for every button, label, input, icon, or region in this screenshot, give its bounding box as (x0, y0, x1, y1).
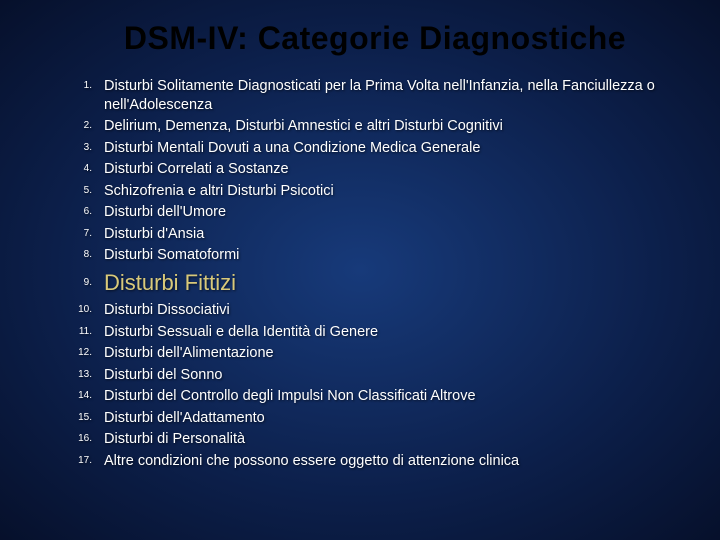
list-item: Disturbi Somatoformi (90, 246, 680, 265)
slide-title: DSM-IV: Categorie Diagnostiche (40, 20, 680, 57)
list-item: Disturbi dell'Adattamento (90, 409, 680, 428)
list-item: Disturbi Solitamente Diagnosticati per l… (90, 77, 680, 114)
list-item: Disturbi dell'Umore (90, 203, 680, 222)
list-item: Disturbi del Sonno (90, 366, 680, 385)
list-item: Disturbi dell'Alimentazione (90, 344, 680, 363)
list-item-emphasis: Disturbi Fittizi (90, 269, 680, 297)
list-item: Disturbi Sessuali e della Identità di Ge… (90, 323, 680, 342)
list-item: Disturbi del Controllo degli Impulsi Non… (90, 387, 680, 406)
list-item: Disturbi Mentali Dovuti a una Condizione… (90, 139, 680, 158)
list-item: Disturbi d'Ansia (90, 225, 680, 244)
slide: DSM-IV: Categorie Diagnostiche Disturbi … (0, 0, 720, 540)
list-item: Disturbi Dissociativi (90, 301, 680, 320)
list-item: Disturbi di Personalità (90, 430, 680, 449)
list-item: Delirium, Demenza, Disturbi Amnestici e … (90, 117, 680, 136)
list-item: Disturbi Correlati a Sostanze (90, 160, 680, 179)
list-item: Altre condizioni che possono essere ogge… (90, 452, 680, 471)
category-list: Disturbi Solitamente Diagnosticati per l… (40, 77, 680, 470)
list-item: Schizofrenia e altri Disturbi Psicotici (90, 182, 680, 201)
